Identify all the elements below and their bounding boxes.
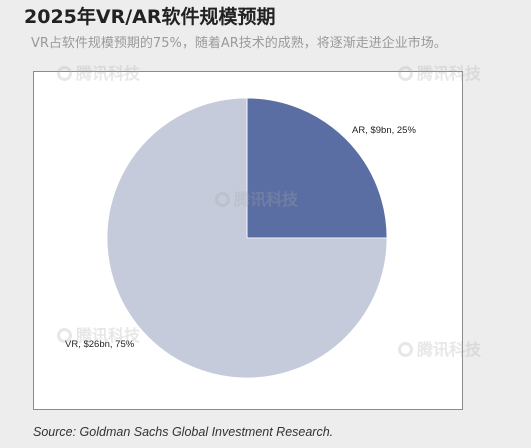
- chart-frame: AR, $9bn, 25% VR, $26bn, 75%: [33, 71, 463, 410]
- source-note: Source: Goldman Sachs Global Investment …: [33, 425, 334, 439]
- pie-chart: AR, $9bn, 25% VR, $26bn, 75%: [65, 97, 416, 379]
- slice-label-vr: VR, $26bn, 75%: [65, 339, 135, 350]
- pie-slice-vr: [106, 97, 388, 379]
- pie-slice-ar: [246, 97, 388, 239]
- chart-title: 2025年VR/AR软件规模预期: [24, 6, 276, 28]
- chart-subtitle: VR占软件规模预期的75%，随着AR技术的成熟，将逐渐走进企业市场。: [31, 36, 447, 51]
- slice-label-ar: AR, $9bn, 25%: [352, 125, 416, 136]
